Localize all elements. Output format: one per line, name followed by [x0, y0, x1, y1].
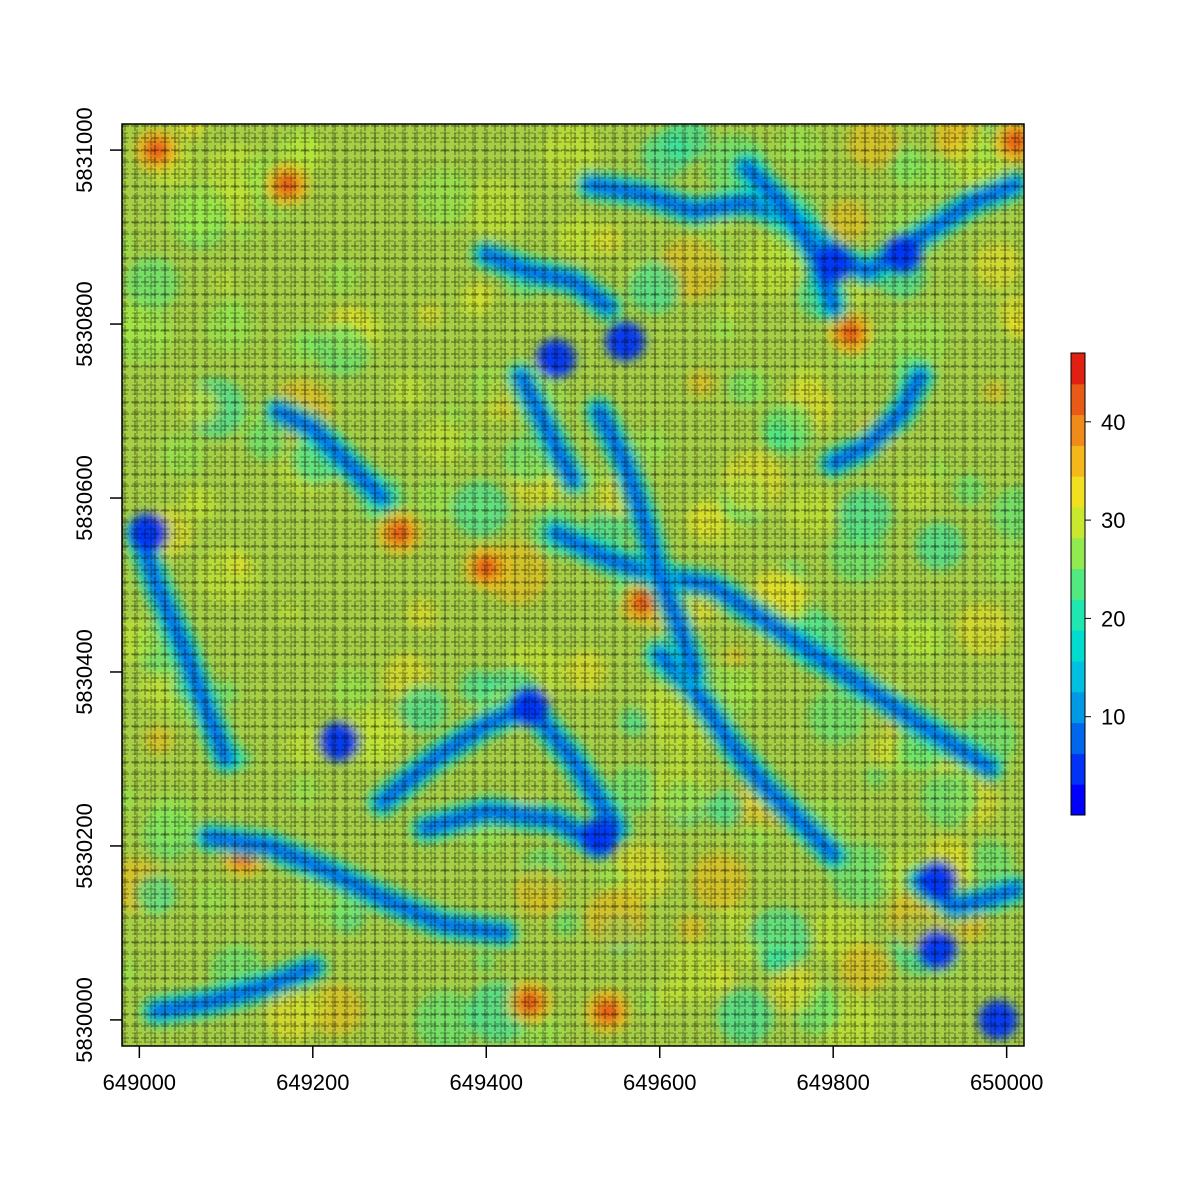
y-tick-label: 5830800	[72, 281, 97, 367]
colorbar-tick-label: 30	[1101, 508, 1125, 533]
colorbar-swatch	[1071, 537, 1085, 570]
colorbar-swatch	[1071, 353, 1085, 385]
colorbar-swatch	[1071, 599, 1085, 631]
colorbar-swatch	[1071, 507, 1085, 539]
colorbar-swatch	[1071, 383, 1085, 416]
colorbar-tick-label: 40	[1101, 410, 1125, 435]
x-tick-label: 649000	[103, 1070, 176, 1095]
colorbar-swatch	[1071, 568, 1085, 600]
y-tick-label: 5830200	[72, 803, 97, 889]
plot-area	[122, 124, 1024, 1046]
x-axis: 649000 649200 649400 649600 649800 650000	[103, 1046, 1043, 1095]
point-markers-overlay-2	[122, 124, 1024, 1046]
x-tick-label: 649600	[623, 1070, 696, 1095]
y-tick-label: 5830400	[72, 629, 97, 715]
y-tick-label: 5830600	[72, 455, 97, 541]
plot-frame	[121, 123, 1025, 1047]
y-tick-label: 5831000	[72, 107, 97, 193]
colorbar-legend: 10 20 30 40	[1070, 352, 1125, 816]
colorbar-swatch	[1071, 661, 1085, 693]
x-tick-label: 649400	[450, 1070, 523, 1095]
x-tick-label: 650000	[970, 1070, 1043, 1095]
colorbar-swatch	[1071, 722, 1085, 754]
colorbar-swatch	[1071, 753, 1085, 785]
colorbar-swatch	[1071, 445, 1085, 477]
y-tick-label: 5830000	[72, 977, 97, 1063]
colorbar-swatch	[1071, 414, 1085, 446]
x-tick-label: 649200	[276, 1070, 349, 1095]
y-axis: 5830000 5830200 5830400 5830600 5830800 58310…	[72, 107, 122, 1063]
x-tick-label: 649800	[796, 1070, 869, 1095]
colorbar-swatch	[1071, 630, 1085, 662]
colorbar-swatch	[1071, 784, 1085, 816]
colorbar-tick-label: 20	[1101, 606, 1125, 631]
colorbar-swatch	[1071, 691, 1085, 724]
colorbar-frame	[1070, 352, 1086, 816]
colorbar-tick-label: 10	[1101, 705, 1125, 730]
colorbar-swatch	[1071, 476, 1085, 508]
